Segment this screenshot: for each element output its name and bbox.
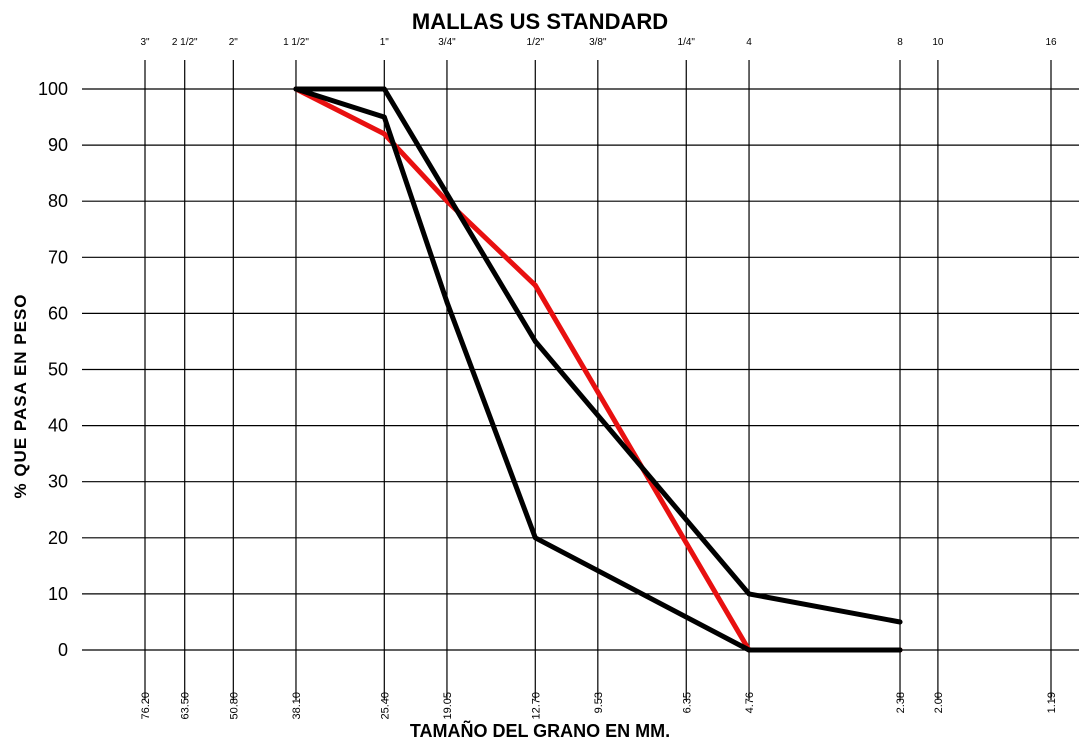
y-tick-label: 60 [48, 303, 68, 323]
mm-tick-label: 6.35 [681, 692, 693, 713]
y-tick-label: 20 [48, 528, 68, 548]
mm-tick-label: 50.80 [228, 692, 240, 720]
y-axis-label: % QUE PASA EN PESO [11, 293, 30, 498]
sieve-label: 3/8" [589, 37, 607, 48]
sieve-label: 10 [932, 37, 944, 48]
sieve-label: 1/2" [527, 37, 545, 48]
sieve-label: 1 1/2" [283, 37, 309, 48]
series-3-point [293, 86, 299, 92]
sieve-label: 16 [1045, 37, 1057, 48]
mm-tick-label: 9.53 [593, 692, 605, 713]
series-2-point [746, 591, 752, 597]
series-2-point [381, 86, 387, 92]
series-3-point [381, 114, 387, 120]
mm-tick-label: 63.50 [180, 692, 192, 720]
y-tick-label: 10 [48, 584, 68, 604]
series-2-point [897, 619, 903, 625]
mm-tick-label: 2.38 [895, 692, 907, 713]
y-tick-label: 90 [48, 135, 68, 155]
y-tick-label: 70 [48, 247, 68, 267]
mm-tick-label: 25.40 [379, 692, 391, 720]
grid [82, 60, 1079, 700]
mm-tick-label: 1.19 [1046, 692, 1058, 713]
sieve-label: 1" [380, 37, 390, 48]
tick-labels: 0 10 20 30 40 50 60 70 80 90 100 3" 76.20 2 1/2" 63.50… [38, 37, 1058, 720]
sieve-label: 3/4" [438, 37, 456, 48]
sieve-label: 2 1/2" [172, 37, 198, 48]
mm-tick-label: 12.70 [530, 692, 542, 720]
series-3-point [897, 647, 903, 653]
mm-tick-label: 4.76 [744, 692, 756, 713]
y-tick-label: 80 [48, 191, 68, 211]
series-2-point [532, 339, 538, 344]
y-tick-label: 40 [48, 416, 68, 436]
mm-tick-label: 76.20 [140, 692, 152, 720]
mm-tick-label: 19.05 [442, 692, 454, 720]
series-3-point [746, 647, 752, 653]
y-tick-label: 0 [58, 640, 68, 660]
mm-tick-label: 2.00 [933, 692, 945, 713]
series-line-3 [293, 86, 903, 653]
sieve-label: 1/4" [678, 37, 696, 48]
sieve-label: 2" [229, 37, 239, 48]
series-1-point [532, 282, 538, 288]
mm-tick-label: 38.10 [291, 692, 303, 720]
sieve-label: 4 [746, 37, 752, 48]
chart-title: MALLAS US STANDARD [412, 9, 668, 34]
y-tick-label: 30 [48, 472, 68, 492]
y-tick-label: 50 [48, 360, 68, 380]
x-axis-label: TAMAÑO DEL GRANO EN MM. [410, 720, 670, 741]
series-group [293, 86, 903, 653]
series-1-point [381, 131, 387, 137]
y-tick-label: 100 [38, 79, 68, 99]
sieve-label: 3" [140, 37, 150, 48]
sieve-label: 8 [897, 37, 903, 48]
series-3-point [532, 535, 538, 541]
series-3-point [444, 299, 450, 305]
